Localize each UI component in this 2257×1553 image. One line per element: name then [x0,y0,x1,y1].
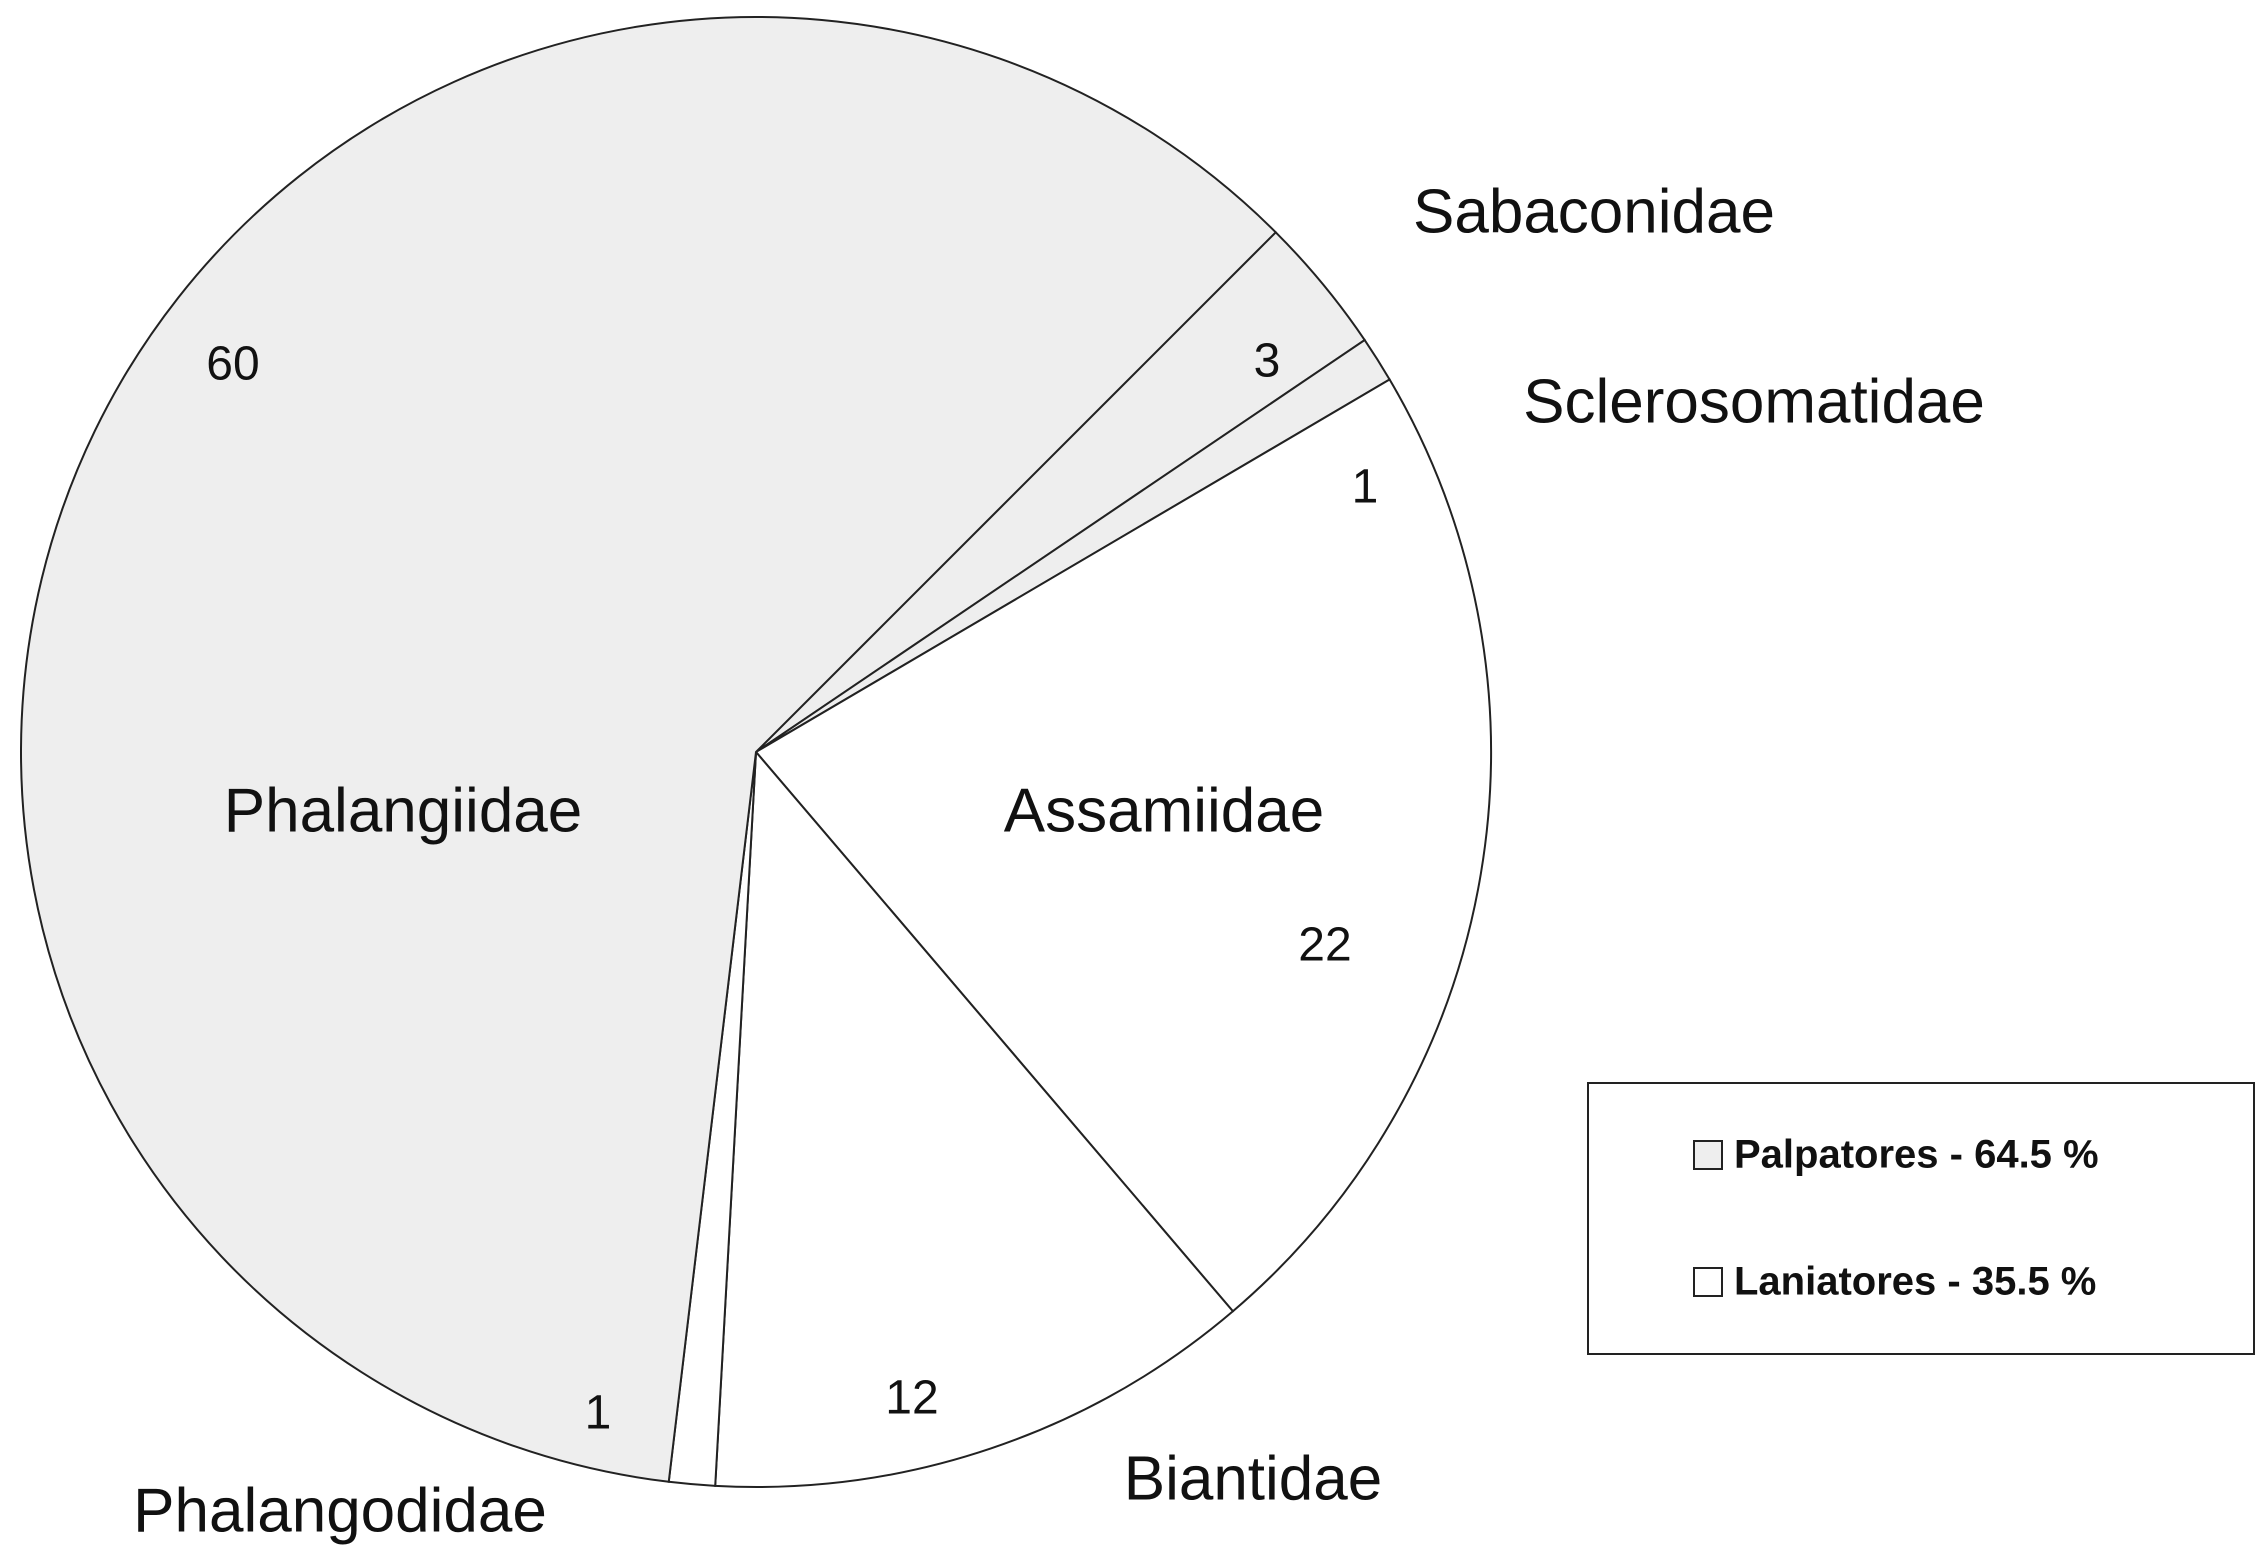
pie-slice [714,749,1235,1488]
slice-label: Sabaconidae [1413,177,1775,246]
slice-label: Phalangodidae [133,1476,547,1545]
value-label: 1 [585,1387,612,1440]
slice-label: Sclerosomatidae [1523,367,1985,436]
legend-swatch [1693,1140,1723,1170]
value-label: 1 [1352,461,1379,514]
legend-label: Palpatores - 64.5 % [1734,1133,2099,1177]
legend-swatch [1693,1267,1723,1297]
slice-label: Biantidae [1124,1444,1383,1513]
slice-label: Phalangiidae [224,776,583,845]
value-label: 60 [206,338,259,391]
value-label: 22 [1298,919,1351,972]
legend-label: Laniatores - 35.5 % [1734,1260,2096,1304]
pie-slice [20,16,1278,1483]
pie-slice [754,378,1492,1313]
value-label: 12 [885,1372,938,1425]
value-label: 3 [1254,335,1281,388]
slice-label: Assamiidae [1004,776,1324,845]
legend-box [1587,1082,2255,1355]
